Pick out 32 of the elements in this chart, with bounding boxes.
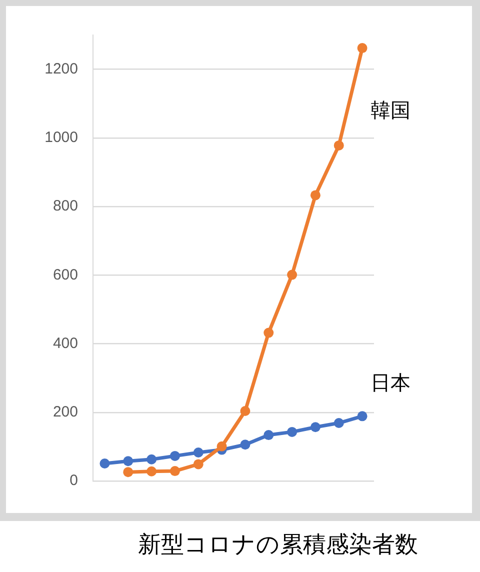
series-label: 韓国 [370,98,410,122]
point [334,140,344,150]
point [100,458,110,469]
point [357,43,368,54]
point [287,270,298,280]
series-label: 日本 [370,370,410,394]
point [310,190,320,200]
point [240,406,250,416]
y-tick-label: 1200 [44,60,78,78]
point [287,426,298,437]
point [146,454,157,464]
point [310,422,320,432]
point [146,466,157,476]
point [334,418,344,428]
y-tick-label: 600 [52,266,78,284]
point [193,448,204,458]
y-tick-label: 200 [52,404,78,421]
y-tick-label: 800 [52,198,78,215]
point [170,450,180,461]
point [123,467,134,478]
y-tick-label: 1000 [44,129,78,146]
point [264,328,274,338]
point [357,411,368,422]
y-tick-label: 0 [70,472,78,490]
point [216,441,227,452]
text: 新型コロナの累積感染者数 [138,532,418,558]
point [240,440,250,450]
y-tick-label: 400 [52,334,78,352]
point [193,459,204,470]
point [170,466,180,476]
point [123,456,134,466]
point [264,430,274,440]
